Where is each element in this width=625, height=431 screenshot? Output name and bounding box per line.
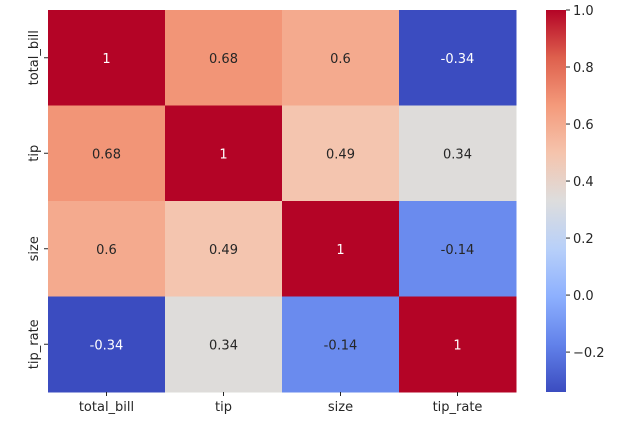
x-axis: total_bill tip size tip_rate bbox=[79, 392, 483, 415]
heatmap-cell bbox=[48, 201, 166, 297]
heatmap-cell bbox=[165, 201, 283, 297]
colorbar bbox=[546, 10, 566, 392]
cell-annotation: -0.14 bbox=[324, 338, 358, 353]
heatmap-cell bbox=[282, 105, 400, 202]
colorbar-tick-label: 0.4 bbox=[573, 175, 594, 190]
heatmap-cell bbox=[399, 105, 517, 202]
heatmap-cell bbox=[165, 10, 283, 106]
heatmap-cell bbox=[48, 105, 166, 202]
colorbar-tick-label: 1.0 bbox=[573, 4, 594, 19]
heatmap-cell bbox=[282, 10, 400, 106]
heatmap-cell bbox=[48, 296, 166, 393]
cell-annotation: 1 bbox=[102, 52, 110, 67]
cell-annotation: 0.68 bbox=[92, 147, 121, 162]
cell-annotation: 0.49 bbox=[209, 243, 238, 258]
colorbar-tick-label: 0.0 bbox=[573, 289, 594, 304]
cell-annotation: 0.6 bbox=[330, 52, 351, 67]
cell-annotation: 0.49 bbox=[326, 147, 355, 162]
colorbar-tick-label: 0.8 bbox=[573, 61, 594, 76]
y-tick-label: tip bbox=[27, 145, 42, 162]
cell-annotation: -0.34 bbox=[441, 52, 475, 67]
y-tick-label: size bbox=[27, 236, 42, 261]
colorbar-tick-label: 0.2 bbox=[573, 232, 594, 247]
cell-annotation: 0.34 bbox=[443, 147, 472, 162]
heatmap-cell bbox=[399, 296, 517, 393]
y-tick-label: total_bill bbox=[27, 30, 42, 85]
y-tick-label: tip_rate bbox=[27, 319, 42, 369]
heatmap-cells: 1 0.68 0.6 -0.34 0.68 1 0.49 0.34 0.6 0.49 1 -0.14 -… bbox=[48, 10, 517, 393]
cell-annotation: 0.6 bbox=[96, 243, 117, 258]
colorbar-axis: 1.0 0.8 0.6 0.4 0.2 0.0 −0.2 bbox=[566, 4, 605, 361]
cell-annotation: 1 bbox=[336, 243, 344, 258]
colorbar-tick-label: 0.6 bbox=[573, 118, 594, 133]
heatmap-cell bbox=[165, 105, 283, 202]
cell-annotation: 1 bbox=[219, 147, 227, 162]
heatmap-cell bbox=[282, 296, 400, 393]
colorbar-tick-label: −0.2 bbox=[573, 346, 605, 361]
cell-annotation: -0.34 bbox=[90, 338, 124, 353]
x-tick-label: tip bbox=[215, 400, 232, 415]
cell-annotation: -0.14 bbox=[441, 243, 475, 258]
x-tick-label: total_bill bbox=[79, 400, 134, 415]
heatmap-cell bbox=[282, 201, 400, 297]
cell-annotation: 0.34 bbox=[209, 338, 238, 353]
heatmap-cell bbox=[399, 201, 517, 297]
x-tick-label: size bbox=[328, 400, 353, 415]
x-tick-label: tip_rate bbox=[433, 400, 483, 415]
heatmap-cell bbox=[48, 10, 166, 106]
cell-annotation: 1 bbox=[453, 338, 461, 353]
heatmap-cell bbox=[399, 10, 517, 106]
cell-annotation: 0.68 bbox=[209, 52, 238, 67]
heatmap-cell bbox=[165, 296, 283, 393]
